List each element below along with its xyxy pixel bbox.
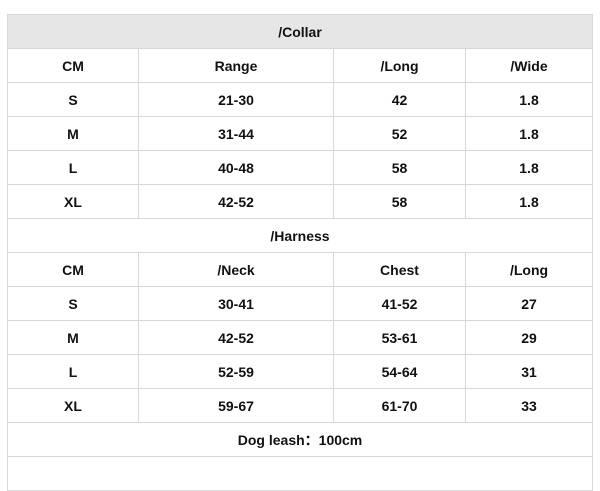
table-cell: 29 [464, 320, 594, 355]
table-cell: M [7, 116, 139, 151]
table-cell: 54-64 [333, 354, 466, 389]
harness-table-row: M 42-52 53-61 29 [7, 320, 594, 355]
table-cell: 58 [333, 150, 466, 185]
harness-section-title: /Harness [6, 218, 594, 253]
harness-section-title-text: /Harness [6, 218, 594, 253]
table-cell: 59-67 [138, 388, 334, 423]
table-cell: /Long [464, 252, 594, 287]
table-cell: L [7, 150, 139, 185]
table-cell: 31-44 [138, 116, 334, 151]
collar-header-row: CM Range/Long/Wide [7, 48, 594, 83]
leash-row: Dog leash：100cm [6, 422, 594, 457]
empty-cell [6, 456, 594, 491]
table-cell: CM [7, 252, 139, 287]
table-cell: 42-52 [138, 184, 334, 219]
table-cell: 1.8 [464, 184, 594, 219]
collar-section-title: /Collar [6, 14, 594, 49]
table-cell: S [7, 286, 139, 321]
table-cell: 31 [464, 354, 594, 389]
table-cell: 1.8 [464, 82, 594, 117]
table-cell: CM [7, 48, 139, 83]
table-cell: 42-52 [138, 320, 334, 355]
collar-table-row: L 40-48 58 1.8 [7, 150, 594, 185]
table-cell: XL [7, 184, 139, 219]
table-cell: 30-41 [138, 286, 334, 321]
harness-table-row: S 30-41 41-52 27 [7, 286, 594, 321]
table-cell: /Wide [464, 48, 594, 83]
harness-header-row: CM/Neck Chest/Long [7, 252, 594, 287]
table-cell: 53-61 [333, 320, 466, 355]
table-cell: XL [7, 388, 139, 423]
table-cell: Range [138, 48, 334, 83]
table-cell: 40-48 [138, 150, 334, 185]
table-cell: S [7, 82, 139, 117]
table-cell: 41-52 [333, 286, 466, 321]
table-cell: Chest [333, 252, 466, 287]
collar-table-row: M 31-44 52 1.8 [7, 116, 594, 151]
harness-table-row: XL 59-67 61-70 33 [7, 388, 594, 423]
table-cell: 52-59 [138, 354, 334, 389]
table-cell: 58 [333, 184, 466, 219]
table-cell: 21-30 [138, 82, 334, 117]
table-cell: 33 [464, 388, 594, 423]
table-cell: 42 [333, 82, 466, 117]
table-cell: 1.8 [464, 150, 594, 185]
table-cell: M [7, 320, 139, 355]
collar-section-title-text: /Collar [6, 14, 594, 49]
collar-table-row: S 21-30 42 1.8 [7, 82, 594, 117]
collar-table-row: XL 42-52 58 1.8 [7, 184, 594, 219]
table-cell: 52 [333, 116, 466, 151]
table-cell: /Neck [138, 252, 334, 287]
leash-row-text: Dog leash：100cm [6, 422, 594, 457]
harness-table-row: L 52-59 54-64 31 [7, 354, 594, 389]
size-chart-table: /Collar CM Range/Long/Wide S 21-30 42 1.8 M 31-4… [6, 14, 594, 491]
table-cell: 27 [464, 286, 594, 321]
empty-row [6, 456, 594, 491]
table-cell: 1.8 [464, 116, 594, 151]
table-cell: 61-70 [333, 388, 466, 423]
table-cell: L [7, 354, 139, 389]
table-cell: /Long [333, 48, 466, 83]
